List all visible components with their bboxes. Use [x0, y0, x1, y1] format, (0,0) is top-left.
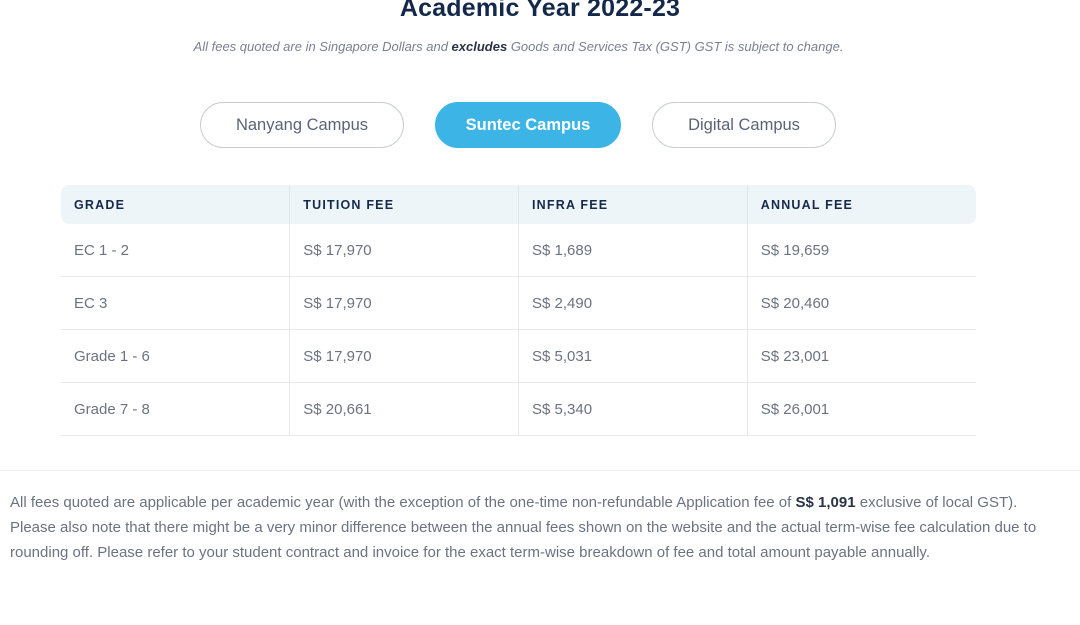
cell-grade: Grade 7 - 8 [61, 382, 290, 436]
cell-annual-fee: S$ 19,659 [746, 224, 976, 277]
fee-notes: All fees quoted are applicable per acade… [10, 490, 1078, 565]
cell-annual-fee: S$ 26,001 [746, 382, 976, 436]
cell-infra-fee: S$ 2,490 [518, 276, 748, 330]
cell-grade: EC 3 [61, 276, 290, 330]
header-tuition-fee: TUITION FEE [289, 185, 519, 224]
table-row: EC 1 - 2 S$ 17,970 S$ 1,689 S$ 19,659 [61, 224, 976, 277]
currency-note-text: All fees quoted are in Singapore Dollars… [193, 39, 452, 54]
table-header-row: GRADE TUITION FEE INFRA FEE ANNUAL FEE [61, 185, 976, 224]
cell-grade: EC 1 - 2 [61, 224, 290, 277]
table-row: Grade 7 - 8 S$ 20,661 S$ 5,340 S$ 26,001 [61, 382, 976, 436]
header-grade: GRADE [61, 185, 290, 224]
cell-tuition-fee: S$ 17,970 [289, 276, 519, 330]
header-infra-fee: INFRA FEE [518, 185, 748, 224]
currency-note: All fees quoted are in Singapore Dollars… [0, 39, 1037, 54]
cell-infra-fee: S$ 5,031 [518, 329, 748, 383]
fee-table: GRADE TUITION FEE INFRA FEE ANNUAL FEE E… [61, 185, 976, 436]
page-title: Academic Year 2022-23 [399, 0, 681, 22]
application-fee-amount: S$ 1,091 [795, 494, 856, 511]
currency-note-text-end: Goods and Services Tax (GST) GST is subj… [507, 39, 844, 54]
application-fee-note: All fees quoted are applicable per acade… [10, 490, 1078, 515]
table-row: Grade 1 - 6 S$ 17,970 S$ 5,031 S$ 23,001 [61, 329, 976, 383]
currency-note-emphasis: excludes [451, 39, 508, 54]
section-divider [0, 470, 1080, 471]
cell-annual-fee: S$ 23,001 [746, 329, 976, 383]
application-fee-note-text-end: exclusive of local GST). [855, 494, 1018, 511]
tab-suntec-campus[interactable]: Suntec Campus [435, 102, 621, 148]
rounding-note: Please also note that there might be a v… [10, 519, 1037, 561]
application-fee-note-text: All fees quoted are applicable per acade… [10, 494, 796, 511]
cell-annual-fee: S$ 20,460 [746, 276, 976, 330]
table-row: EC 3 S$ 17,970 S$ 2,490 S$ 20,460 [61, 276, 976, 330]
tab-digital-campus[interactable]: Digital Campus [652, 102, 836, 148]
header-annual-fee: ANNUAL FEE [746, 185, 976, 224]
cell-infra-fee: S$ 1,689 [518, 224, 748, 277]
cell-infra-fee: S$ 5,340 [518, 382, 748, 436]
campus-tabs: Nanyang Campus Suntec Campus Digital Cam… [0, 102, 1080, 150]
cell-grade: Grade 1 - 6 [61, 329, 290, 383]
cell-tuition-fee: S$ 17,970 [289, 224, 519, 277]
cell-tuition-fee: S$ 20,661 [289, 382, 519, 436]
tab-nanyang-campus[interactable]: Nanyang Campus [200, 102, 404, 148]
cell-tuition-fee: S$ 17,970 [289, 329, 519, 383]
